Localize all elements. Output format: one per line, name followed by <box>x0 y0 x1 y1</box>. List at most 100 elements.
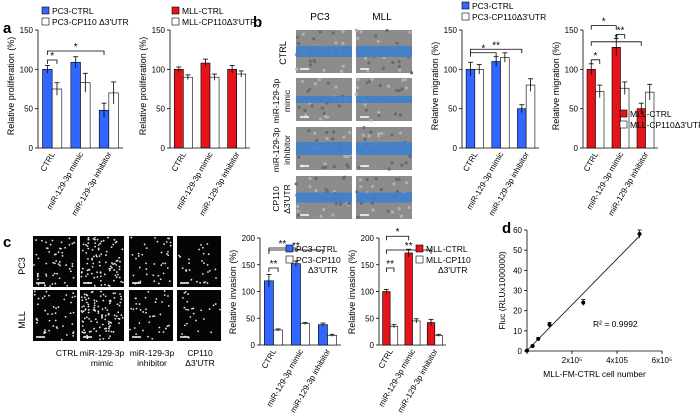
cell-dot <box>65 264 68 266</box>
cell-dot <box>87 311 90 314</box>
cell-dot <box>61 251 64 254</box>
cell-dot <box>215 277 217 279</box>
r-squared-annotation: R² = 0.9992 <box>593 319 638 329</box>
y-tick-label: 150 <box>242 261 256 270</box>
cell-texture <box>318 30 322 34</box>
significance-bracket <box>590 59 601 64</box>
cell-texture <box>345 163 349 167</box>
cell-texture <box>356 215 360 219</box>
cell-dot <box>33 264 35 266</box>
cell-texture <box>377 110 381 115</box>
cell-dot <box>68 243 71 246</box>
cell-texture <box>397 89 402 93</box>
cell-dot <box>60 338 63 341</box>
bar <box>70 61 81 149</box>
cell-dot <box>57 306 60 308</box>
cell-dot <box>188 258 190 261</box>
cell-texture <box>356 36 360 40</box>
data-point <box>536 336 541 341</box>
cell-dot <box>142 329 144 332</box>
panel-letter-d: d <box>502 220 511 237</box>
cell-dot <box>81 320 84 323</box>
cell-texture <box>409 71 414 75</box>
cell-dot <box>93 299 96 302</box>
cell-dot <box>102 239 105 242</box>
y-tick-label: 20 <box>513 307 522 316</box>
cell-texture <box>341 64 345 68</box>
category-label: CTRL <box>170 150 189 173</box>
cell-dot <box>55 260 58 262</box>
bar <box>200 62 211 149</box>
legend-swatch <box>285 255 294 264</box>
micrograph-background <box>80 236 124 287</box>
y-tick-label: 0 <box>29 144 34 153</box>
cell-dot <box>202 252 205 255</box>
cell-dot <box>160 251 163 254</box>
cell-dot <box>37 278 39 281</box>
cell-dot <box>36 274 39 276</box>
cell-dot <box>88 330 91 333</box>
cell-dot <box>86 337 89 340</box>
cell-dot <box>102 299 105 302</box>
cell-dot <box>139 309 142 311</box>
legend-label-line2: Δ3'UTR <box>308 265 338 275</box>
legend-label: MLL-CP110Δ3'UTR <box>182 17 256 27</box>
cell-texture <box>342 175 347 179</box>
wound-gap <box>296 46 352 57</box>
cell-dot <box>64 246 67 249</box>
cell-dot <box>158 331 161 334</box>
cell-texture <box>334 41 338 45</box>
cell-texture <box>300 79 305 83</box>
cell-texture <box>309 63 313 67</box>
y-tick-label: 60 <box>513 226 522 235</box>
cell-dot <box>35 253 38 256</box>
cell-texture <box>362 126 366 130</box>
cell-texture <box>377 132 381 136</box>
cell-dot <box>95 255 98 258</box>
cell-texture <box>369 118 373 122</box>
legend-swatch <box>285 244 294 253</box>
bar <box>264 280 274 346</box>
cell-dot <box>94 236 96 239</box>
y-tick-label: 50 <box>24 105 33 114</box>
cell-dot <box>119 260 121 263</box>
legend-label: PC3-CTRL <box>52 6 94 16</box>
cell-texture <box>403 78 408 82</box>
cell-dot <box>107 327 110 330</box>
cell-dot <box>143 243 146 246</box>
cell-dot <box>212 304 215 307</box>
cell-dot <box>80 310 83 312</box>
cell-dot <box>152 274 155 277</box>
cell-dot <box>119 293 121 295</box>
cell-dot <box>93 284 96 287</box>
cell-texture <box>332 130 336 134</box>
cell-dot <box>41 297 44 300</box>
cell-texture <box>390 161 394 165</box>
cell-dot <box>86 294 89 297</box>
cell-dot <box>83 317 86 320</box>
cell-texture <box>395 88 399 92</box>
y-tick-label: 0 <box>370 341 375 350</box>
cell-dot <box>104 283 106 286</box>
cell-dot <box>93 304 96 307</box>
migration-micrograph <box>354 77 412 122</box>
cell-dot <box>97 248 100 251</box>
cell-dot <box>90 320 93 323</box>
invasion-image-grid: PC3 MLL CTRL miR-129-3p mimic miR-129-3p… <box>17 236 221 368</box>
cell-texture <box>405 181 409 185</box>
bar <box>434 335 443 346</box>
cell-dot <box>98 264 101 267</box>
cell-dot <box>102 337 105 340</box>
cell-dot <box>181 267 184 270</box>
cell-dot <box>58 277 61 280</box>
cell-texture <box>338 202 343 206</box>
cell-texture <box>361 133 365 137</box>
data-point <box>525 348 529 353</box>
cell-texture <box>313 82 318 86</box>
cell-dot <box>113 279 115 282</box>
legend-label: PC3-CP110 Δ3'UTR <box>52 17 129 27</box>
cell-dot <box>115 263 118 266</box>
cell-texture <box>324 165 328 169</box>
bar <box>209 76 220 149</box>
